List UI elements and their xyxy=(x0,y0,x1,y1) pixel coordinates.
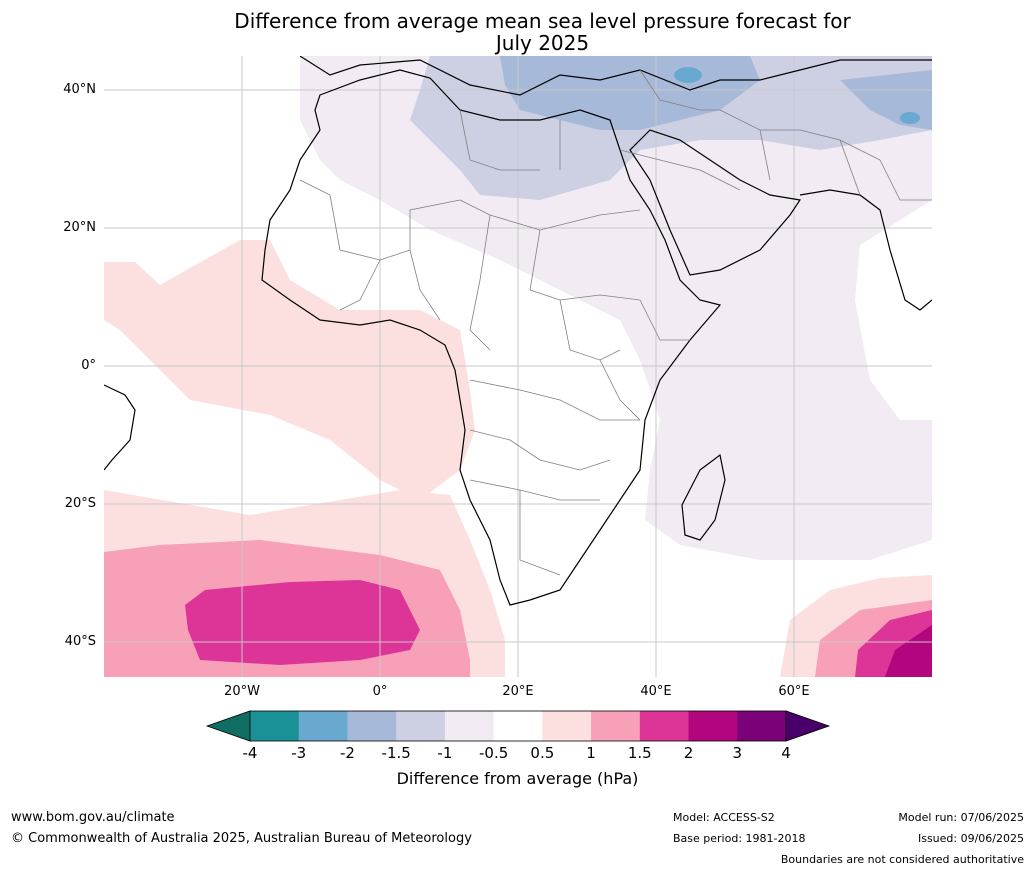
colorbar-tick-label: 1 xyxy=(586,744,596,762)
colorbar-segment xyxy=(298,711,348,741)
title-line-2: July 2025 xyxy=(495,31,590,55)
colorbar-segments xyxy=(250,711,787,741)
country-borders xyxy=(299,69,932,576)
footer-model-run: Model run: 07/06/2025 xyxy=(898,811,1024,824)
lat-label-20s: 20°S xyxy=(64,496,96,511)
colorbar-tick-label: 0.5 xyxy=(530,744,555,762)
lat-label-0: 0° xyxy=(81,358,96,373)
footer-disclaimer: Boundaries are not considered authoritat… xyxy=(780,853,1024,866)
colorbar-segment xyxy=(591,711,641,741)
lon-label-0: 0° xyxy=(372,684,388,699)
lat-label-40n: 40°N xyxy=(63,82,96,97)
colorbar-under-arrow xyxy=(205,710,251,742)
coastline-africa xyxy=(261,69,722,606)
colorbar-segment xyxy=(396,711,446,741)
footer-base-period: Base period: 1981-2018 xyxy=(673,832,806,845)
map-title: Difference from average mean sea level p… xyxy=(0,10,1035,54)
anomaly-region-light-purple xyxy=(300,56,932,560)
graticule xyxy=(104,56,932,677)
colorbar-segment xyxy=(347,711,397,741)
colorbar-segment xyxy=(737,711,787,741)
colorbar-tick-label: 4 xyxy=(781,744,791,762)
coastline-europe xyxy=(299,56,932,96)
colorbar-segment xyxy=(688,711,738,741)
colorbar-label: Difference from average (hPa) xyxy=(396,769,639,788)
coastline-madagascar xyxy=(681,453,726,541)
footer-issued: Issued: 09/06/2025 xyxy=(917,832,1024,845)
colorbar-tick-label: -0.5 xyxy=(478,744,509,762)
footer-website[interactable]: www.bom.gov.au/climate xyxy=(11,810,175,825)
colorbar-tick-label: 2 xyxy=(683,744,694,762)
colorbar-tick-label: 1.5 xyxy=(627,744,652,762)
coastline-arabia xyxy=(629,129,802,276)
colorbar-segment xyxy=(444,711,495,741)
lat-label-20n: 20°N xyxy=(63,220,96,235)
colorbar-tick-label: -3 xyxy=(291,744,307,762)
title-line-1: Difference from average mean sea level p… xyxy=(234,9,851,33)
coastline-iran-india xyxy=(799,189,932,311)
colorbar-tick-label: 3 xyxy=(732,744,743,762)
anomaly-region-dark-magenta-se xyxy=(885,625,932,677)
colorbar-tick-label: -1.5 xyxy=(381,744,411,762)
footer-model: Model: ACCESS-S2 xyxy=(673,811,775,824)
footer-copyright: © Commonwealth of Australia 2025, Austra… xyxy=(11,831,472,846)
colorbar-segment xyxy=(542,711,592,741)
colorbar-segment xyxy=(639,711,690,741)
lon-label-20e: 20°E xyxy=(502,684,534,699)
colorbar-tick-label: -4 xyxy=(242,744,258,762)
colorbar-segment xyxy=(250,711,300,741)
coastlines xyxy=(104,56,932,606)
lon-label-40e: 40°E xyxy=(640,684,672,699)
anomaly-region-light-pink-atlantic xyxy=(104,240,475,500)
anomaly-region-magenta-south xyxy=(185,580,420,665)
coastline-south-america xyxy=(104,384,136,471)
anomaly-spot-blue-2 xyxy=(900,112,920,124)
colorbar-segment xyxy=(493,711,543,741)
lat-label-40s: 40°S xyxy=(64,634,96,649)
colorbar-over-arrow xyxy=(785,710,831,742)
lon-label-60e: 60°E xyxy=(778,684,810,699)
colorbar-tick-label: -2 xyxy=(339,744,355,762)
colorbar-frame xyxy=(249,710,787,742)
anomaly-spot-blue-1 xyxy=(674,67,702,83)
lon-label-20w: 20°W xyxy=(224,684,260,699)
colorbar-tick-label: -1 xyxy=(437,744,453,762)
